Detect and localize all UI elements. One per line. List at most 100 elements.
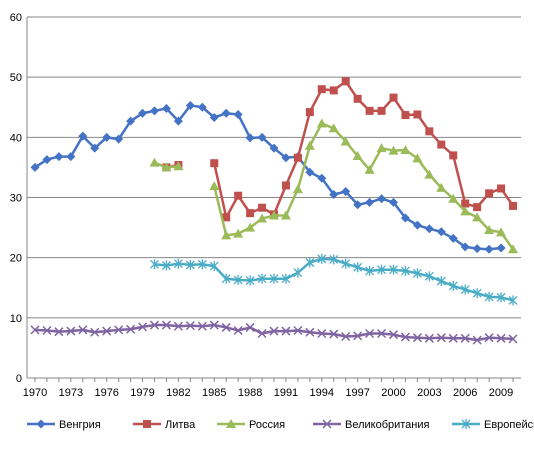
series-4-point-1983 (185, 259, 195, 270)
legend-marker-1 (143, 420, 151, 428)
series-3-point-2010 (508, 334, 518, 344)
x-tick-label-1988: 1988 (238, 387, 262, 399)
series-0-point-1979 (138, 108, 148, 118)
series-2-point-1991 (280, 210, 291, 220)
series-2-point-2006 (460, 206, 471, 216)
y-tick-label-30: 30 (10, 193, 22, 205)
series-2-point-2002 (412, 153, 423, 163)
series-4-point-1987 (233, 274, 243, 285)
series-3-point-1995 (329, 329, 339, 339)
axes (26, 17, 521, 382)
series-2-point-2007 (472, 212, 483, 222)
series-0-point-1999 (377, 194, 387, 204)
series-4-point-1994 (317, 253, 327, 264)
series-0-point-1981 (161, 103, 171, 113)
series-0-point-1995 (329, 189, 339, 199)
series-1-point-1989 (258, 203, 267, 212)
legend-label-1: Литва (165, 419, 196, 431)
series-4-point-1986 (221, 273, 231, 284)
x-tick-label-2009: 2009 (489, 387, 513, 399)
series-3-point-1977 (114, 325, 124, 335)
series-1-point-1994 (317, 85, 326, 94)
series-3-point-1975 (90, 327, 100, 337)
series-0-point-1973 (66, 152, 76, 162)
series-1-point-2008 (485, 189, 494, 198)
x-tick-label-1985: 1985 (202, 387, 226, 399)
series-4-point-2010 (508, 295, 518, 306)
series-0-point-1970 (30, 162, 40, 172)
series-4-point-2004 (436, 276, 446, 287)
series-4-point-1991 (281, 273, 291, 284)
series-1-point-1997 (353, 94, 362, 103)
series-4-point-1980 (150, 259, 159, 270)
y-tick-label-60: 60 (10, 12, 22, 24)
series-4-point-2009 (496, 292, 506, 303)
y-tick-label-50: 50 (10, 72, 22, 84)
x-tick-label-1979: 1979 (130, 387, 154, 399)
series-3-point-1972 (54, 327, 64, 337)
x-tick-label-2003: 2003 (417, 387, 441, 399)
series-1-point-2004 (437, 140, 446, 149)
series-0-point-2000 (389, 197, 398, 207)
series-2-point-1982 (173, 161, 184, 171)
series-2-point-1993 (304, 140, 315, 150)
series-3-point-2005 (448, 333, 458, 343)
legend-label-0: Венгрия (59, 419, 101, 431)
series-3-point-1983 (185, 321, 195, 331)
legend-label-4: Европейский регион (484, 419, 534, 431)
series-4-point-2000 (389, 264, 398, 275)
legend-item-2: Россия (217, 419, 285, 431)
series-4-point-1997 (353, 262, 363, 273)
legend-marker-2 (226, 419, 236, 428)
legend-label-2: Россия (249, 419, 285, 431)
series-2-point-1988 (245, 222, 256, 232)
series-2-point-2003 (424, 169, 435, 179)
series-2-point-1992 (292, 184, 303, 194)
series-3-point-1991 (281, 326, 291, 336)
series-0-point-2006 (460, 242, 470, 252)
series-1-point-2002 (413, 110, 422, 119)
x-tick-label-1982: 1982 (166, 387, 190, 399)
series-2-point-2009 (496, 227, 507, 237)
x-tick-label-1973: 1973 (59, 387, 83, 399)
series-0-point-2008 (484, 244, 494, 254)
series-2-point-1990 (269, 210, 279, 220)
series-4-point-2003 (424, 271, 434, 282)
series-0-point-1974 (78, 131, 88, 141)
series-3-point-1990 (269, 326, 279, 336)
series-0-point-1978 (126, 116, 136, 126)
series-1-point-2000 (389, 93, 398, 102)
y-tick-label-10: 10 (10, 313, 22, 325)
series-2-point-1985 (209, 181, 220, 191)
series-1-point-1992 (293, 153, 302, 162)
series-3-point-1984 (197, 321, 207, 331)
series-0-point-2007 (472, 244, 482, 254)
series-0-point-1980 (150, 106, 159, 116)
series-0-point-1971 (42, 155, 52, 165)
series-1-point-2010 (509, 201, 517, 210)
legend-marker-3 (322, 419, 332, 429)
series-1-point-2003 (425, 127, 434, 136)
series-2 (149, 118, 518, 254)
series-0-point-1990 (269, 143, 279, 153)
series-1-line-1 (213, 80, 515, 219)
series-2-point-2001 (400, 144, 411, 154)
series-3-point-1993 (305, 327, 315, 337)
series-2-point-2004 (436, 182, 447, 192)
series-3-point-1985 (209, 320, 219, 330)
series-4-point-1992 (293, 267, 303, 278)
x-tick-label-1991: 1991 (274, 387, 298, 399)
series-2-point-1999 (376, 143, 387, 153)
series-1-point-1993 (305, 108, 314, 117)
series-3-point-1997 (353, 331, 363, 341)
series-2-point-1997 (352, 150, 363, 160)
y-tick-label-20: 20 (10, 253, 22, 265)
series-0-point-1987 (233, 109, 243, 119)
legend-item-3: Великобритания (313, 419, 430, 431)
series-3-point-2004 (436, 333, 446, 343)
series-0-point-1976 (102, 132, 112, 142)
series-3-point-2007 (472, 335, 482, 345)
series-0-point-2009 (496, 243, 506, 253)
x-tick-labels: 1970 1973 1976 1979 1982 1985 1988 1991 1994 1997… (23, 387, 514, 399)
series-0-point-2002 (412, 220, 422, 230)
